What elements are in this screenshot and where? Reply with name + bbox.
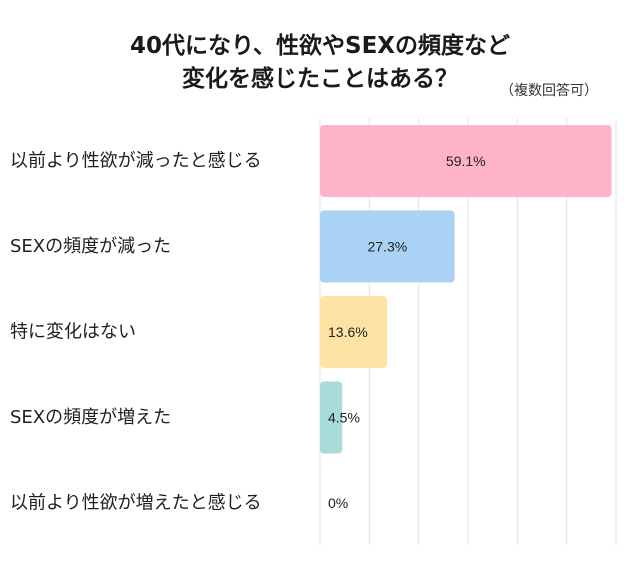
bar [320, 296, 388, 368]
bars [320, 125, 612, 454]
value-label: 13.6% [328, 324, 368, 340]
bar [320, 210, 455, 283]
chart-note: （複数回答可） [500, 83, 598, 99]
chart-title: 40代になり、性欲やSEXの頻度など 変化を感じたことはある？ [0, 30, 640, 96]
category-label: SEXの頻度が減った [10, 236, 171, 257]
value-label: 59.1% [446, 153, 486, 169]
value-label: 0% [328, 495, 348, 511]
value-label: 27.3% [367, 239, 407, 255]
category-label: 特に変化はない [10, 322, 136, 343]
category-label: 以前より性欲が減ったと感じる [10, 151, 262, 172]
chart-title-line-2: 変化を感じたことはある？ [182, 66, 458, 92]
value-labels: 59.1% 27.3% 13.6% 4.5% 0% [328, 153, 486, 511]
category-label: SEXの頻度が増えた [10, 407, 171, 428]
bar [320, 125, 612, 197]
chart-title-line-1: 40代になり、性欲やSEXの頻度など [129, 33, 511, 59]
value-label: 4.5% [328, 410, 360, 426]
bar [320, 381, 343, 454]
category-label: 以前より性欲が増えたと感じる [10, 493, 262, 514]
